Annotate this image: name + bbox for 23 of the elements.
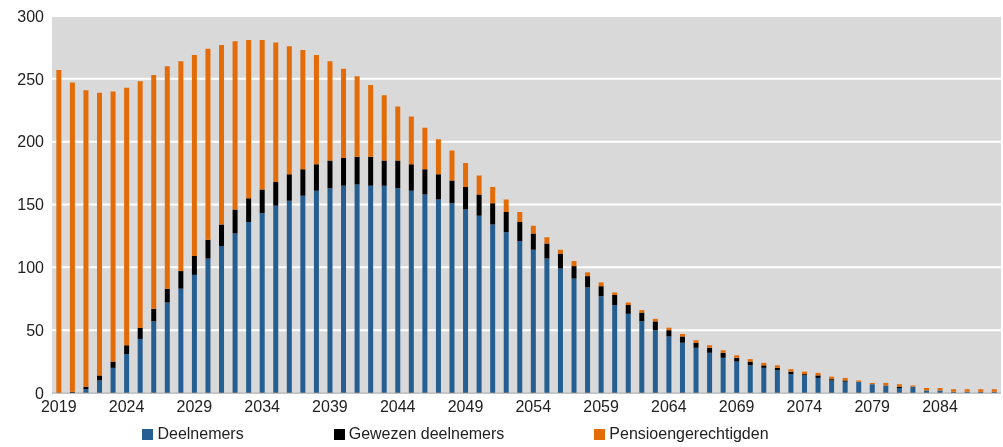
x-tick-label: 2044 xyxy=(379,398,416,416)
y-tick-label: 50 xyxy=(26,321,45,339)
x-tick-label: 2049 xyxy=(447,398,484,416)
y-tick-label: 150 xyxy=(17,196,45,214)
legend-label: Gewezen deelnemers xyxy=(348,425,505,442)
x-tick-label: 2024 xyxy=(108,398,145,416)
legend-label: Pensioengerechtigden xyxy=(609,425,769,442)
y-tick-label: 200 xyxy=(17,133,45,151)
x-tick-label: 2059 xyxy=(583,398,619,416)
y-tick-label: 100 xyxy=(17,259,45,277)
x-tick-label: 2074 xyxy=(786,398,823,416)
y-tick-label: 250 xyxy=(17,70,45,88)
x-tick-label: 2039 xyxy=(312,398,348,416)
x-tick-label: 2034 xyxy=(244,398,281,416)
y-tick-label: 300 xyxy=(17,7,45,25)
x-tick-label: 2079 xyxy=(854,398,891,416)
x-tick-label: 2029 xyxy=(176,398,213,416)
x-tick-label: 2019 xyxy=(40,398,77,416)
x-tick-label: 2054 xyxy=(515,398,552,416)
x-tick-label: 2084 xyxy=(922,398,958,416)
x-tick-label: 2064 xyxy=(651,398,687,416)
legend-label: Deelnemers xyxy=(157,425,244,442)
x-tick-label: 2069 xyxy=(718,398,755,416)
